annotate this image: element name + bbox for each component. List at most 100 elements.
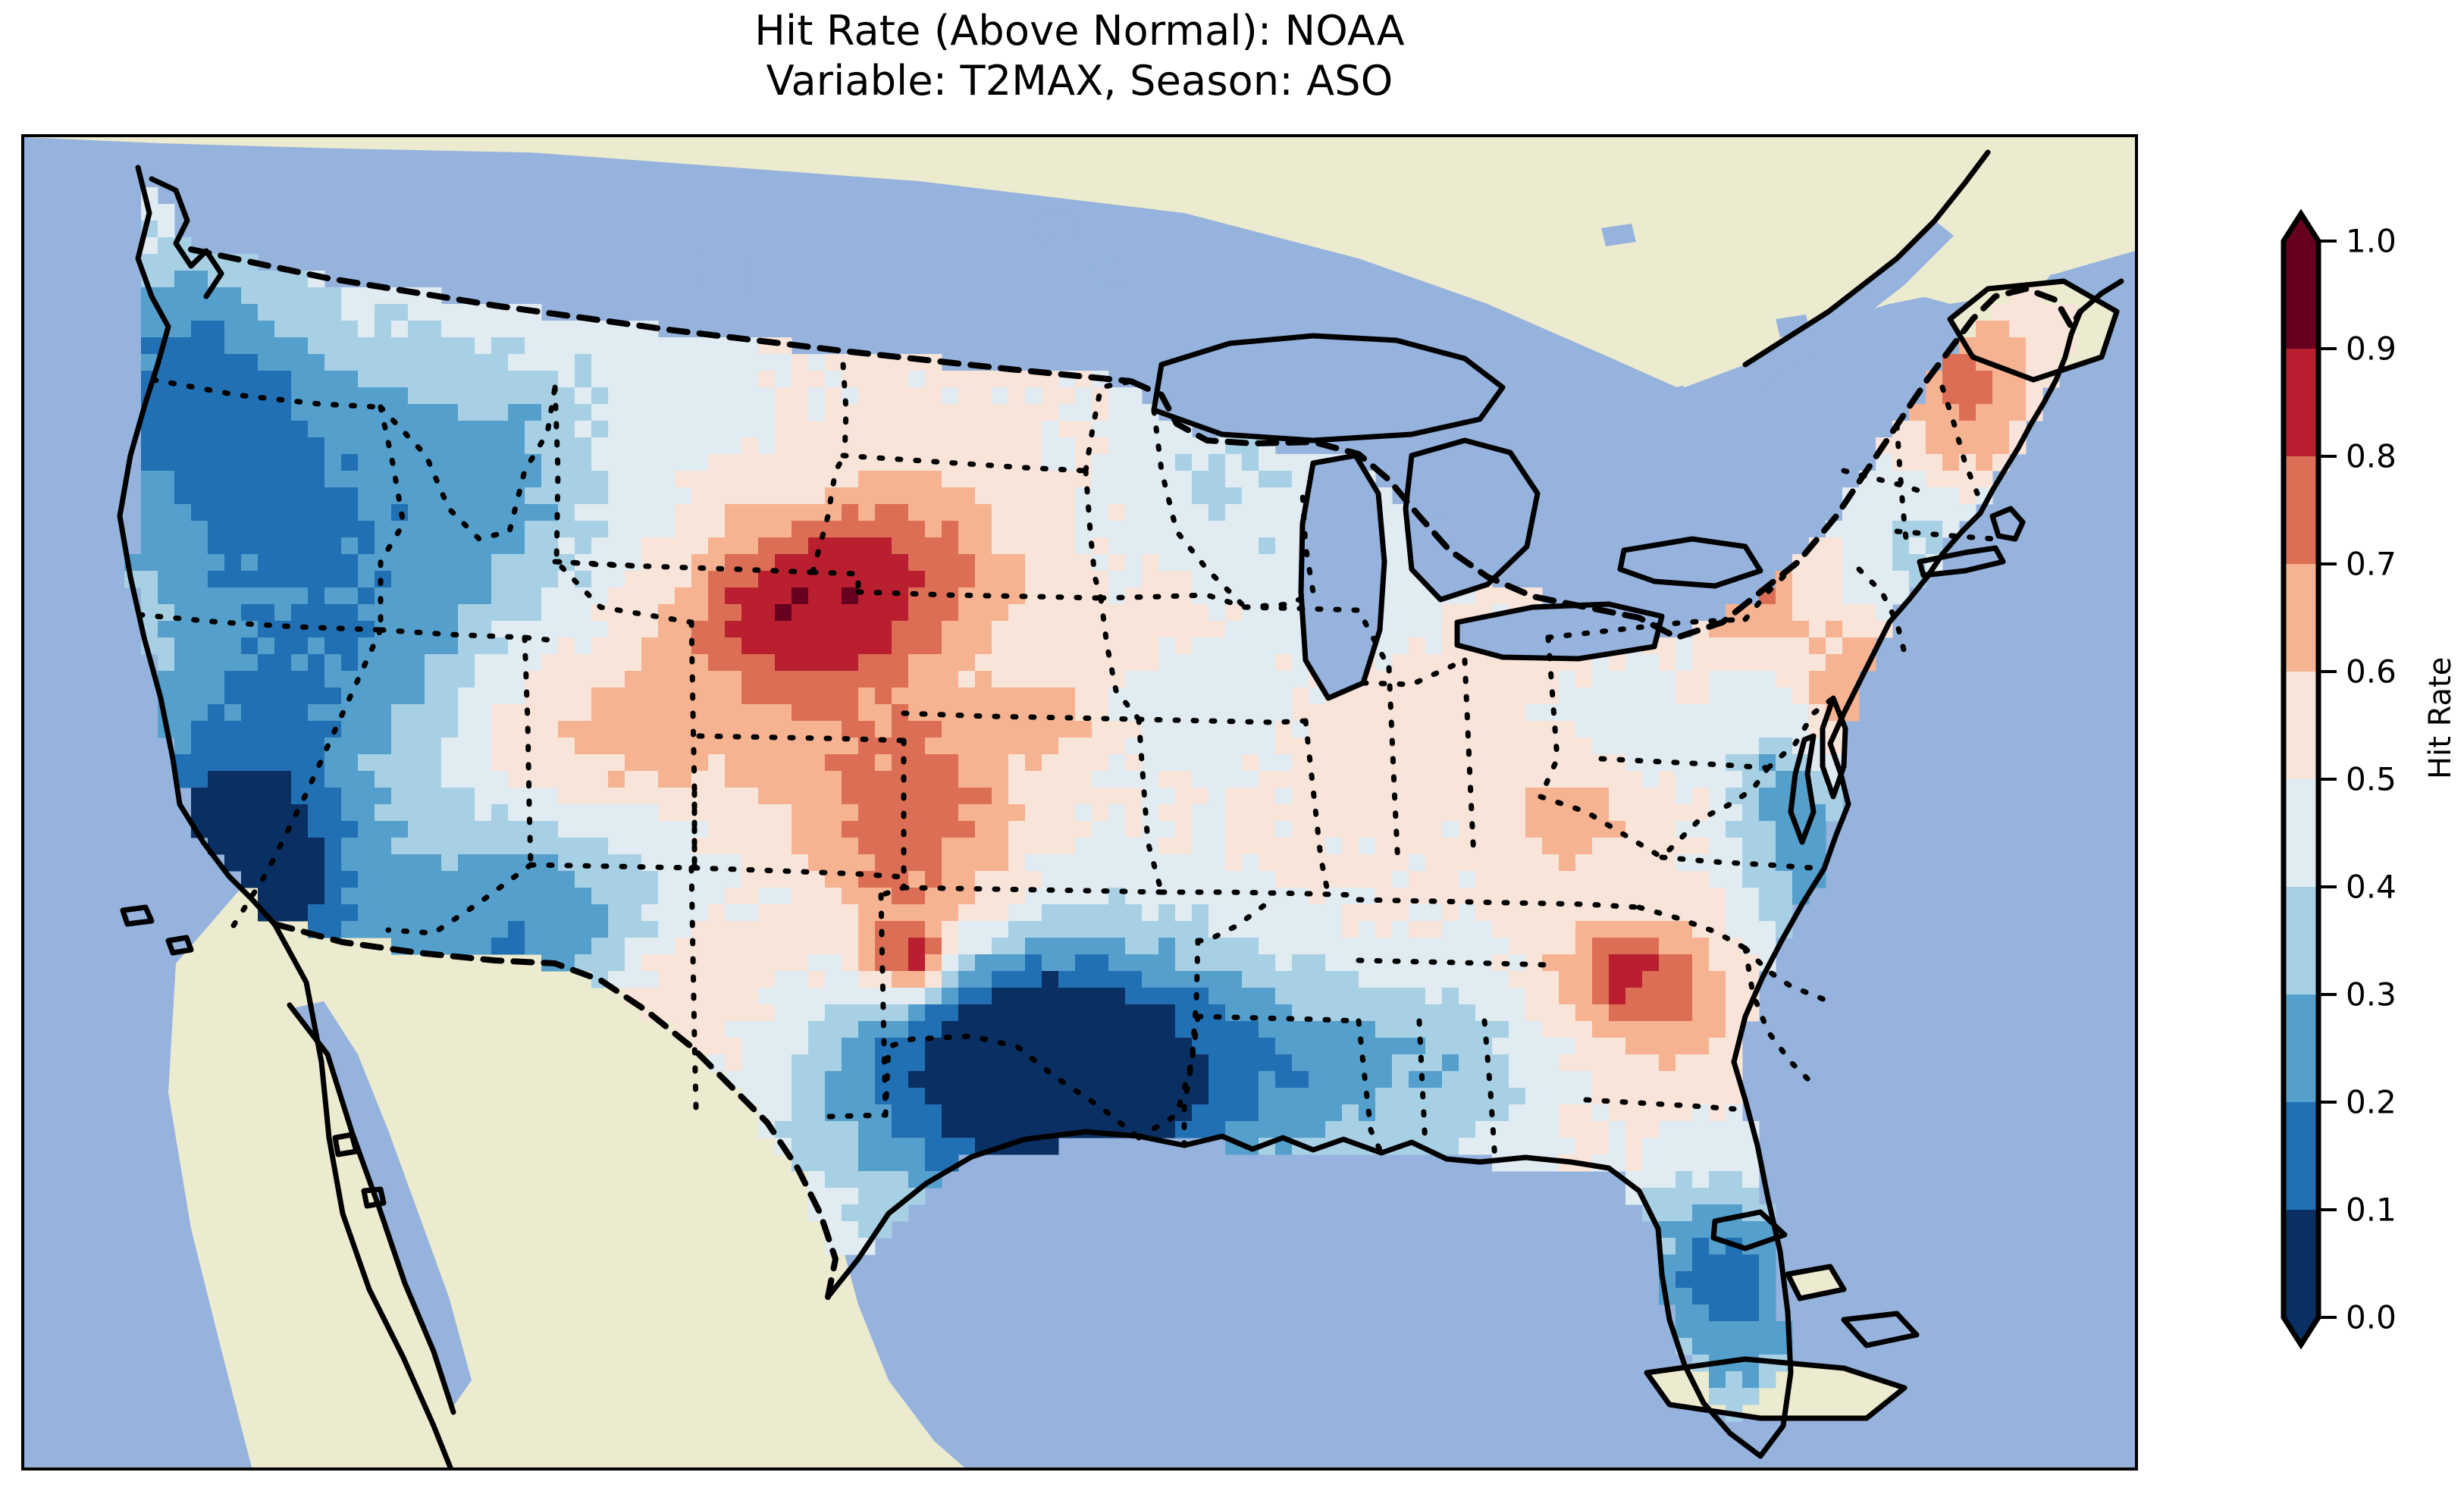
grid-cell [1275, 1054, 1293, 1072]
grid-cell [291, 287, 309, 305]
grid-cell [1309, 721, 1326, 738]
grid-cell [191, 437, 208, 455]
grid-cell [1325, 871, 1343, 888]
grid-cell [1542, 921, 1560, 938]
grid-cell [1509, 804, 1526, 822]
grid-cell [808, 637, 826, 655]
grid-cell [725, 571, 742, 588]
grid-cell [1525, 904, 1543, 922]
grid-cell [1726, 1188, 1743, 1205]
grid-cell [1325, 721, 1343, 738]
grid-cell [208, 587, 225, 605]
grid-cell [258, 804, 275, 822]
grid-cell [1058, 421, 1076, 438]
grid-cell [491, 888, 509, 905]
grid-cell [925, 687, 942, 705]
grid-cell [892, 587, 909, 605]
grid-cell [1509, 1038, 1526, 1055]
grid-cell [1075, 671, 1092, 688]
grid-cell [475, 371, 492, 388]
colorbar-tick-label: 0.5 [2346, 760, 2397, 798]
grid-cell [741, 771, 759, 788]
grid-cell [558, 788, 575, 805]
grid-cell [358, 471, 375, 488]
grid-cell [1692, 1288, 1710, 1305]
grid-cell [441, 671, 459, 688]
grid-cell [541, 704, 559, 722]
grid-cell [641, 888, 659, 905]
grid-cell [775, 537, 792, 555]
grid-cell [1275, 904, 1293, 922]
grid-cell [1042, 504, 1059, 521]
grid-cell [925, 1071, 942, 1088]
grid-cell [992, 421, 1009, 438]
grid-cell [1776, 771, 1793, 788]
grid-cell [1976, 371, 1993, 388]
grid-cell [1192, 854, 1209, 872]
grid-cell [1058, 671, 1076, 688]
grid-cell [1776, 821, 1793, 838]
grid-cell [1008, 1054, 1026, 1072]
grid-cell [174, 637, 192, 655]
colorbar-tick-mark [2320, 993, 2337, 996]
grid-cell [358, 337, 375, 355]
grid-cell [1275, 504, 1293, 521]
grid-cell [1292, 1071, 1309, 1088]
grid-cell [1525, 704, 1543, 722]
grid-cell [274, 337, 292, 355]
grid-cell [1042, 487, 1059, 505]
grid-cell [1409, 971, 1426, 988]
map-axes[interactable] [21, 134, 2138, 1471]
grid-cell [992, 788, 1009, 805]
grid-cell [525, 321, 542, 338]
grid-cell [1108, 521, 1126, 538]
grid-cell [141, 471, 158, 488]
grid-cell [992, 437, 1009, 455]
grid-cell [975, 904, 992, 922]
grid-cell [508, 854, 525, 872]
grid-cell [608, 371, 625, 388]
grid-cell [758, 1071, 776, 1088]
grid-cell [1709, 1154, 1726, 1172]
grid-cell [975, 1121, 992, 1139]
grid-cell [1309, 988, 1326, 1005]
grid-cell [358, 421, 375, 438]
grid-cell [1108, 1021, 1126, 1038]
grid-cell [725, 371, 742, 388]
grid-cell [892, 571, 909, 588]
grid-cell [1058, 387, 1076, 405]
grid-cell [775, 754, 792, 772]
grid-cell [375, 487, 392, 505]
grid-cell [1792, 804, 1810, 822]
grid-cell [408, 571, 425, 588]
grid-cell [1309, 704, 1326, 722]
grid-cell [191, 621, 208, 638]
grid-cell [675, 471, 692, 488]
grid-cell [1375, 1021, 1393, 1038]
grid-cell [1942, 387, 1960, 405]
grid-cell [1075, 938, 1092, 955]
grid-cell [358, 537, 375, 555]
grid-cell [2009, 387, 2027, 405]
colorbar[interactable]: 1.0 0.9 0.8 0.7 0.6 0.5 0.4 0.3 0.2 0.1 0.0 [2281, 208, 2397, 1350]
grid-cell [475, 337, 492, 355]
grid-cell [825, 1121, 842, 1139]
grid-cell [625, 704, 642, 722]
grid-cell [658, 871, 676, 888]
grid-cell [958, 1038, 976, 1055]
grid-cell [291, 604, 309, 622]
grid-cell [1409, 637, 1426, 655]
grid-cell [1175, 621, 1193, 638]
grid-cell [875, 988, 892, 1005]
grid-cell [842, 421, 859, 438]
grid-cell [608, 487, 625, 505]
grid-cell [308, 888, 325, 905]
grid-cell [1625, 788, 1643, 805]
grid-cell [375, 921, 392, 938]
grid-cell [1242, 788, 1259, 805]
grid-cell [1759, 1254, 1776, 1272]
grid-cell [1842, 571, 1860, 588]
grid-cell [1208, 1104, 1226, 1122]
grid-cell [1142, 1054, 1159, 1072]
grid-cell [1008, 871, 1026, 888]
